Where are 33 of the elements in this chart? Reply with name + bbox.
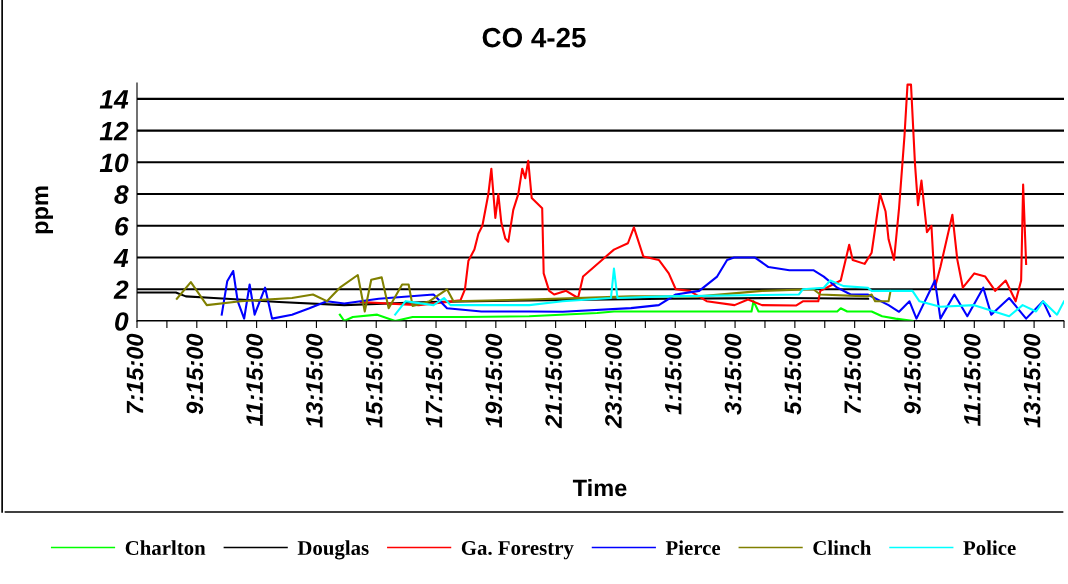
legend-label: Police (963, 540, 1016, 556)
y-tick-label: 4 (113, 248, 129, 268)
x-tick-label: 13:15:00 (1023, 333, 1041, 428)
legend-label: Pierce (665, 540, 721, 555)
legend-label: Ga. Forestry (461, 541, 574, 560)
chart-title: CO 4-25 (482, 27, 586, 48)
x-tick-label: 23:15:00 (605, 333, 622, 429)
y-tick-label: 12 (99, 121, 129, 141)
x-tick-label: 9:15:00 (186, 333, 204, 415)
legend-label: Douglas (297, 540, 369, 560)
x-tick-label: 17:15:00 (425, 333, 443, 428)
y-tick-label: 14 (99, 90, 129, 109)
y-tick-label: 10 (99, 153, 129, 173)
y-tick-label: 2 (113, 280, 129, 299)
legend-label: Clinch (813, 540, 872, 556)
x-axis-title: Time (572, 478, 627, 497)
y-tick-label: 6 (115, 216, 129, 236)
x-tick-label: 11:15:00 (246, 333, 263, 426)
x-tick-label: 11:15:00 (963, 333, 981, 426)
y-axis-title: ppm (35, 186, 53, 234)
y-tick-label: 8 (114, 185, 129, 204)
x-tick-label: 15:15:00 (365, 333, 383, 428)
x-tick-label: 1:15:00 (664, 333, 682, 415)
x-tick-label: 5:15:00 (784, 333, 802, 415)
legend-label: Charlton (125, 540, 206, 556)
x-tick-label: 9:15:00 (904, 333, 921, 415)
x-tick-label: 7:15:00 (844, 333, 862, 414)
x-tick-label: 13:15:00 (306, 333, 323, 428)
x-tick-label: 3:15:00 (724, 333, 742, 415)
x-tick-label: 7:15:00 (126, 333, 144, 414)
x-tick-label: 21:15:00 (545, 333, 562, 429)
x-tick-label: 19:15:00 (485, 333, 503, 428)
y-tick-label: 0 (115, 312, 129, 331)
